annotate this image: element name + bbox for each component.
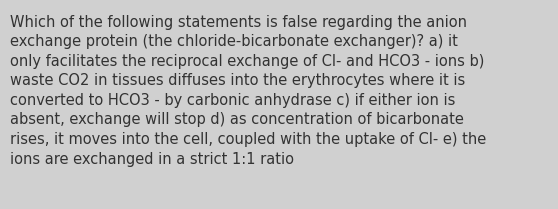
Text: Which of the following statements is false regarding the anion
exchange protein : Which of the following statements is fal… — [10, 15, 486, 167]
